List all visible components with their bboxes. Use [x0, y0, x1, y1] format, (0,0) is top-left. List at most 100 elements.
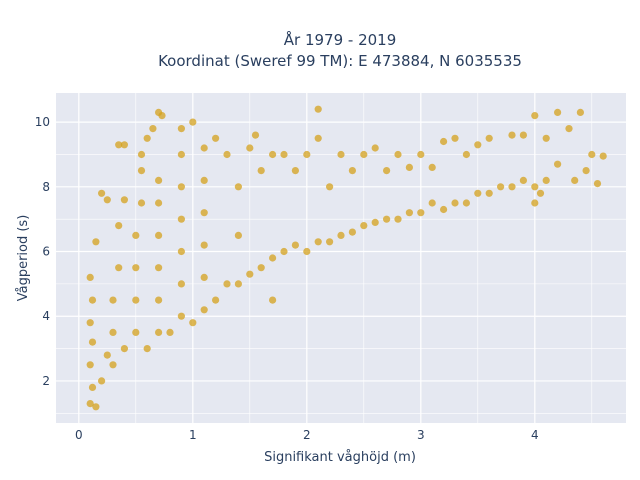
data-point — [143, 345, 151, 353]
data-point — [531, 112, 539, 120]
data-point — [155, 328, 163, 336]
data-point — [536, 189, 545, 197]
data-point — [200, 176, 208, 184]
data-point — [451, 199, 459, 207]
data-point — [200, 306, 208, 314]
data-point — [155, 296, 163, 304]
data-point — [98, 377, 106, 385]
data-point — [132, 264, 140, 272]
data-point — [326, 183, 334, 191]
chart-title-line2: Koordinat (Sweref 99 TM): E 473884, N 60… — [158, 52, 522, 70]
data-point — [314, 134, 322, 142]
data-point — [177, 312, 185, 320]
data-point — [137, 167, 146, 175]
data-point — [417, 209, 425, 217]
data-point — [212, 296, 220, 304]
data-point — [98, 189, 106, 197]
data-point — [531, 183, 539, 191]
data-point — [394, 215, 402, 223]
data-point — [269, 296, 277, 304]
x-axis-ticks: 0 1 2 3 4 — [75, 428, 539, 442]
data-point — [137, 150, 146, 159]
y-tick-label: 8 — [42, 180, 50, 194]
data-point — [599, 152, 607, 160]
data-point — [189, 118, 197, 126]
data-point — [177, 215, 185, 223]
data-point — [223, 150, 231, 159]
data-point — [554, 108, 562, 116]
data-point — [554, 160, 562, 168]
data-point — [269, 150, 277, 159]
data-point — [280, 150, 288, 159]
data-point — [348, 228, 356, 236]
data-point — [405, 209, 413, 217]
data-point — [251, 131, 260, 139]
data-point — [462, 199, 470, 207]
y-tick-label: 4 — [42, 309, 50, 323]
data-point — [337, 231, 345, 239]
data-point — [571, 176, 579, 184]
data-point — [291, 241, 299, 249]
data-point — [291, 167, 299, 175]
data-point — [485, 189, 493, 197]
data-point — [200, 273, 208, 281]
chart-title-line1: År 1979 - 2019 — [284, 30, 397, 49]
data-point — [234, 280, 242, 288]
data-point — [212, 134, 220, 142]
data-point — [588, 150, 596, 159]
y-axis-title: Vågperiod (s) — [16, 215, 31, 302]
data-point — [485, 134, 493, 142]
data-point — [440, 205, 448, 214]
x-tick-label: 3 — [417, 428, 425, 442]
data-point — [582, 167, 590, 175]
y-tick-label: 2 — [42, 374, 50, 388]
plot-area — [56, 93, 626, 423]
data-point — [246, 270, 254, 278]
data-point — [474, 189, 482, 197]
data-point — [103, 196, 111, 204]
data-point — [200, 241, 208, 249]
data-point — [137, 199, 146, 207]
data-point — [326, 238, 334, 246]
data-points — [86, 105, 607, 411]
data-point — [440, 137, 448, 146]
data-point — [103, 351, 111, 359]
data-point — [189, 319, 197, 327]
data-point — [303, 247, 311, 256]
data-point — [177, 183, 185, 191]
data-point — [371, 218, 379, 226]
data-point — [149, 125, 157, 133]
data-point — [109, 328, 117, 336]
data-point — [303, 150, 311, 159]
data-point — [348, 167, 356, 175]
y-axis-ticks: 2 4 6 8 10 — [35, 115, 50, 388]
data-point — [143, 134, 151, 142]
data-point — [158, 112, 166, 120]
data-point — [155, 231, 163, 239]
data-point — [177, 150, 185, 159]
data-point — [371, 144, 379, 152]
data-point — [428, 199, 436, 207]
data-point — [234, 231, 242, 239]
data-point — [166, 328, 174, 336]
data-point — [451, 134, 459, 142]
x-tick-label: 2 — [303, 428, 311, 442]
data-point — [177, 247, 185, 256]
data-point — [257, 167, 265, 175]
data-point — [177, 125, 185, 133]
data-point — [497, 183, 505, 191]
data-point — [360, 222, 368, 230]
data-point — [280, 247, 288, 256]
data-point — [177, 280, 185, 288]
data-point — [86, 273, 94, 281]
data-point — [576, 108, 585, 116]
data-point — [155, 176, 163, 184]
data-point — [86, 400, 94, 408]
data-point — [314, 238, 322, 246]
data-point — [132, 296, 140, 304]
data-point — [155, 199, 163, 207]
data-point — [360, 150, 368, 159]
data-point — [337, 150, 345, 159]
y-tick-label: 10 — [35, 115, 50, 129]
